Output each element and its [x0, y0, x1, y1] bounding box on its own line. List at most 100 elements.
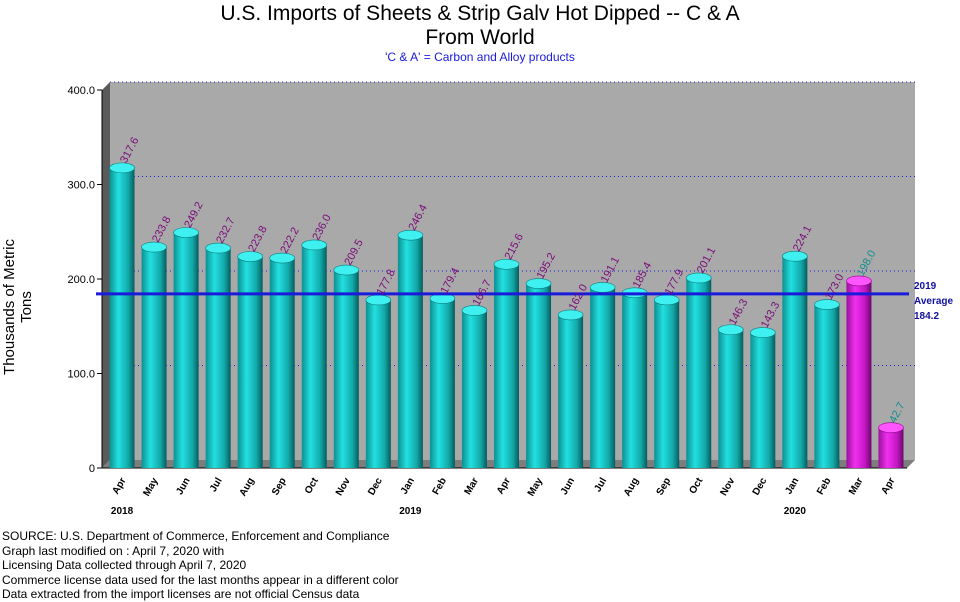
bar — [365, 294, 392, 468]
bar-body — [141, 247, 167, 468]
x-tick-label: Apr — [495, 476, 513, 497]
y-tick-label: 100.0 — [67, 369, 95, 381]
bar — [589, 282, 616, 468]
x-tick-label: Dec — [751, 476, 770, 498]
bar-body — [718, 329, 744, 468]
x-tick-label: Oct — [687, 475, 705, 496]
source-notes: SOURCE: U.S. Department of Commerce, Enf… — [2, 529, 399, 602]
x-tick-label: Jan — [783, 476, 801, 496]
bar-body — [494, 264, 519, 468]
bar-cap — [750, 327, 776, 338]
bar-body — [878, 427, 904, 468]
bar-body — [846, 280, 872, 468]
bar-body — [109, 167, 135, 469]
bar-cap — [173, 227, 199, 238]
y-tick-label: 0 — [89, 463, 95, 475]
y-tick-label: 200.0 — [67, 274, 95, 286]
chart-title-line2: From World — [425, 26, 535, 49]
x-tick-label: Oct — [303, 475, 321, 496]
bar — [269, 252, 296, 468]
bar-cap — [846, 275, 872, 287]
source-line: Commerce license data used for the last … — [2, 572, 399, 587]
bar — [653, 294, 680, 468]
bar — [685, 272, 712, 468]
x-tick-label: May — [141, 476, 160, 499]
bar-body — [333, 270, 359, 468]
bar — [333, 264, 360, 468]
bar-body — [205, 248, 231, 468]
x-tick-label: Nov — [334, 476, 353, 498]
bar-body — [622, 292, 648, 468]
x-tick-label: Aug — [238, 476, 257, 498]
chart-title: U.S. Imports of Sheets & Strip Galv Hot … — [220, 2, 740, 25]
bar-cap — [365, 294, 392, 306]
x-tick-label: Apr — [110, 476, 128, 497]
bar-cap — [717, 324, 744, 336]
bar — [878, 422, 904, 468]
x-tick-label: Feb — [431, 476, 449, 497]
average-value: 184.2 — [914, 311, 940, 322]
bar — [525, 278, 552, 468]
x-tick-label: Jan — [399, 476, 417, 496]
x-tick-label: Feb — [815, 476, 833, 497]
bar — [397, 229, 424, 468]
bar-body — [173, 232, 199, 468]
bar-cap — [205, 242, 231, 254]
bar-cap — [557, 309, 584, 321]
y-tick-label: 300.0 — [67, 180, 95, 192]
average-year: 2019 — [914, 281, 937, 292]
x-tick-label: Nov — [718, 476, 737, 498]
bar-cap — [397, 229, 424, 241]
x-tick-label: May — [526, 476, 545, 499]
x-tick-label: Jul — [208, 476, 225, 494]
bar — [717, 324, 744, 468]
bar-body — [301, 244, 327, 468]
bar-body — [750, 332, 776, 468]
bar — [782, 250, 808, 468]
bar — [429, 293, 456, 468]
bar — [621, 287, 648, 468]
source-line: SOURCE: U.S. Department of Commerce, Enf… — [2, 529, 390, 543]
bar-body — [269, 258, 295, 468]
bar-body — [654, 299, 680, 468]
bar — [461, 305, 488, 468]
bar-cap — [653, 294, 680, 306]
bar — [205, 242, 231, 468]
bar — [846, 275, 872, 468]
year-label: 2020 — [784, 506, 807, 517]
y-tick-label: 400.0 — [67, 85, 95, 97]
year-label: 2018 — [111, 506, 134, 517]
plot-left-wall — [102, 82, 110, 468]
bar-body — [814, 304, 840, 468]
average-text: Average — [914, 296, 954, 307]
x-tick-label: Jul — [592, 476, 609, 494]
bar-cap — [237, 251, 263, 262]
bar-body — [782, 256, 808, 468]
bar-cap — [525, 278, 552, 289]
bar-body — [397, 235, 423, 468]
bar-cap — [141, 241, 167, 253]
bar — [301, 239, 328, 468]
bar — [237, 251, 263, 468]
average-annotation: 2019 Average 184.2 — [914, 279, 953, 324]
bar — [141, 241, 167, 468]
bar-cap — [301, 239, 328, 251]
bar-cap — [782, 250, 808, 262]
bar — [173, 227, 199, 468]
x-tick-label: Dec — [366, 476, 385, 498]
bar-cap — [269, 252, 296, 264]
bar — [814, 299, 840, 468]
bar-body — [365, 299, 391, 468]
x-tick-label: Mar — [463, 476, 481, 497]
bar-cap — [109, 162, 135, 174]
source-line: Licensing Data collected through April 7… — [2, 558, 247, 572]
bar-cap — [461, 305, 488, 316]
bar-body — [590, 287, 616, 468]
x-tick-label: Apr — [879, 476, 897, 497]
bar-cap — [589, 282, 616, 293]
bar-body — [526, 283, 552, 468]
x-tick-label: Jun — [174, 476, 192, 497]
bar-cap — [493, 258, 520, 270]
bar-cap — [333, 264, 360, 276]
